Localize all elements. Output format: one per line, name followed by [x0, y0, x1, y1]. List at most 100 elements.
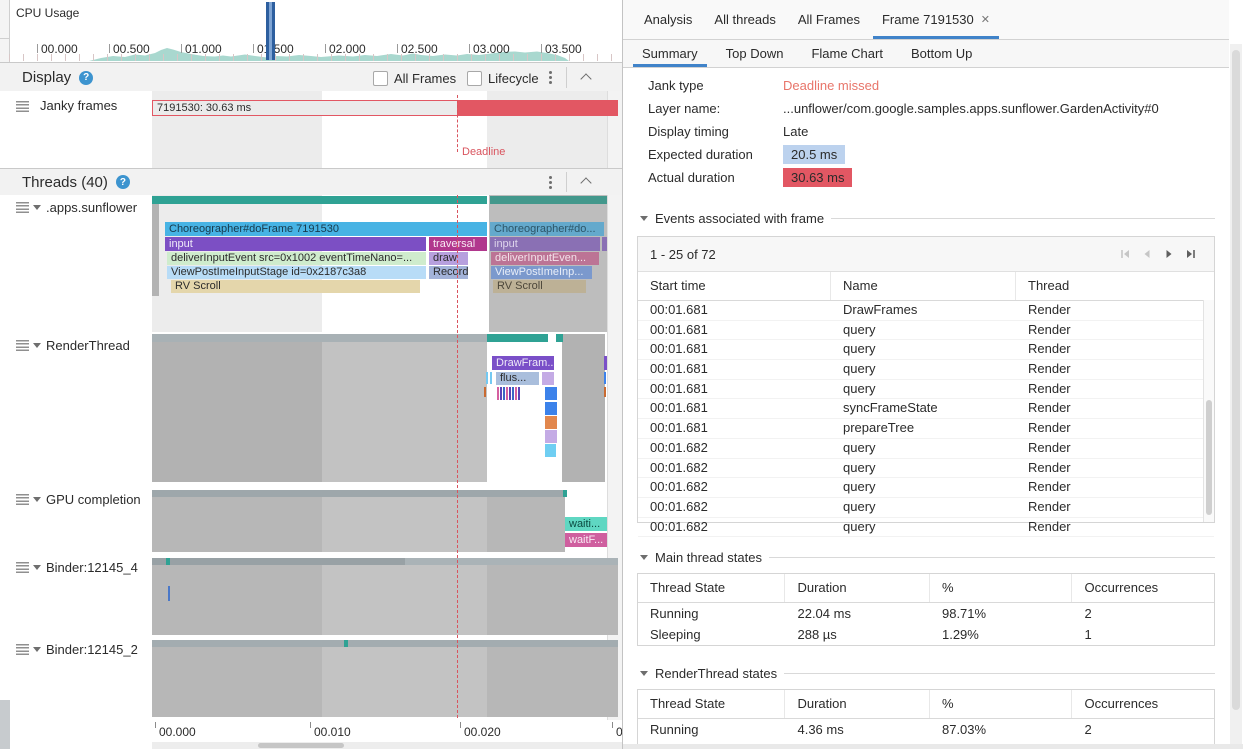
trace-event-block[interactable] — [545, 387, 557, 400]
table-row[interactable]: 00:01.681queryRender — [638, 340, 1214, 360]
column-header[interactable]: % — [930, 574, 1073, 602]
display-collapse-chevron-icon[interactable] — [580, 73, 591, 84]
previous-page-button[interactable] — [1136, 248, 1158, 260]
trace-event-doframe[interactable]: Choreographer#doFrame 7191530 — [165, 222, 487, 236]
trace-event-deliverinput-dim[interactable]: deliverInputEven... — [491, 252, 599, 265]
subtab-top-down[interactable]: Top Down — [715, 40, 795, 67]
display-more-options-icon[interactable] — [549, 71, 552, 84]
trace-event-deliverinput[interactable]: deliverInputEvent src=0x1002 eventTimeNa… — [167, 252, 426, 265]
scrollbar-thumb[interactable] — [258, 743, 344, 748]
trace-event-tick[interactable] — [484, 387, 486, 397]
all-frames-checkbox[interactable] — [373, 71, 388, 86]
track-grip-icon[interactable] — [16, 644, 29, 655]
trace-event-block[interactable] — [545, 402, 557, 415]
trace-event-block[interactable] — [545, 444, 556, 457]
track-grip-icon[interactable] — [16, 101, 29, 112]
expand-triangle-icon[interactable] — [33, 565, 41, 570]
help-icon[interactable]: ? — [116, 175, 130, 189]
table-row[interactable]: 00:01.681queryRender — [638, 321, 1214, 341]
table-row[interactable]: 00:01.682queryRender — [638, 518, 1214, 538]
main-states-section-header[interactable]: Main thread states — [640, 550, 1215, 565]
table-row[interactable]: Sleeping288 µs1.29%1 — [638, 624, 1214, 645]
trace-event-rvscroll[interactable]: RV Scroll — [171, 280, 420, 293]
trace-event-waiting[interactable]: waiti... — [565, 517, 607, 531]
janky-frame-bar[interactable]: 7191530: 30.63 ms — [152, 100, 457, 116]
render-states-section-header[interactable]: RenderThread states — [640, 666, 1215, 681]
trace-event-stripes[interactable] — [497, 387, 520, 400]
tab-frame-7191530[interactable]: Frame 7191530✕ — [871, 0, 1001, 39]
trace-event-tick[interactable] — [486, 372, 488, 384]
table-row[interactable]: 00:01.682queryRender — [638, 439, 1214, 459]
trace-event-draw[interactable]: draw — [429, 252, 468, 265]
table-row[interactable]: Running22.04 ms98.71%2 — [638, 603, 1214, 624]
janky-frame-overrun-bar[interactable] — [457, 100, 618, 116]
subtab-flame-chart[interactable]: Flame Chart — [800, 40, 894, 67]
tab-all-threads[interactable]: All threads — [703, 0, 786, 39]
next-page-button[interactable] — [1158, 248, 1180, 260]
column-header[interactable]: Thread — [1016, 272, 1196, 300]
trace-event-block[interactable] — [545, 416, 557, 429]
column-header[interactable]: % — [930, 690, 1073, 718]
track-grip-icon[interactable] — [16, 340, 29, 351]
threads-collapse-chevron-icon[interactable] — [580, 177, 591, 188]
events-section-header[interactable]: Events associated with frame — [640, 211, 1215, 226]
expand-triangle-icon[interactable] — [33, 497, 41, 502]
events-table-scrollbar[interactable] — [1203, 300, 1214, 522]
collapse-triangle-icon[interactable] — [640, 671, 648, 676]
column-header[interactable]: Thread State — [638, 690, 785, 718]
column-header[interactable]: Duration — [785, 690, 930, 718]
table-row[interactable]: 00:01.681prepareTreeRender — [638, 419, 1214, 439]
collapse-triangle-icon[interactable] — [640, 216, 648, 221]
trace-event-viewpostime-dim[interactable]: ViewPostImeInp... — [491, 266, 592, 279]
trace-event-block[interactable] — [542, 372, 554, 385]
table-row[interactable]: Running4.36 ms87.03%2 — [638, 719, 1214, 740]
track-grip-icon[interactable] — [16, 202, 29, 213]
trace-event-doframe-dim[interactable]: Choreographer#do... — [490, 222, 604, 236]
close-icon[interactable]: ✕ — [981, 13, 990, 26]
table-row[interactable]: 00:01.682queryRender — [638, 498, 1214, 518]
scrollbar-thumb[interactable] — [1206, 400, 1212, 515]
tab-all-frames[interactable]: All Frames — [787, 0, 871, 39]
trace-event-drawframes[interactable]: DrawFram... — [492, 356, 554, 370]
trace-event-record[interactable]: Record ... — [429, 266, 468, 279]
trace-event-sliver[interactable] — [604, 356, 607, 370]
table-row[interactable]: 00:01.681syncFrameStateRender — [638, 399, 1214, 419]
lifecycle-checkbox[interactable] — [467, 71, 482, 86]
column-header[interactable]: Start time — [638, 272, 831, 300]
trace-event-tick[interactable] — [490, 372, 492, 384]
tab-analysis[interactable]: Analysis — [633, 0, 703, 39]
expand-triangle-icon[interactable] — [33, 343, 41, 348]
horizontal-scrollbar[interactable] — [152, 742, 622, 749]
table-row[interactable]: 00:01.681DrawFramesRender — [638, 301, 1214, 321]
trace-event-flush[interactable]: flus... — [496, 372, 539, 385]
collapse-triangle-icon[interactable] — [640, 555, 648, 560]
trace-event-viewpostime[interactable]: ViewPostImeInputStage id=0x2187c3a8 — [167, 266, 426, 279]
timeline-selection-marker[interactable] — [266, 2, 275, 60]
track-grip-icon[interactable] — [16, 562, 29, 573]
trace-event-sliver[interactable] — [604, 372, 606, 384]
trace-event-sliver[interactable] — [602, 237, 607, 251]
help-icon[interactable]: ? — [79, 71, 93, 85]
track-grip-icon[interactable] — [16, 494, 29, 505]
last-page-button[interactable] — [1180, 248, 1202, 260]
trace-event-tick[interactable] — [604, 387, 606, 397]
column-header[interactable]: Name — [831, 272, 1016, 300]
first-page-button[interactable] — [1114, 248, 1136, 260]
expand-triangle-icon[interactable] — [33, 647, 41, 652]
subtab-summary[interactable]: Summary — [631, 40, 709, 67]
column-header[interactable]: Occurrences — [1072, 574, 1214, 602]
threads-more-options-icon[interactable] — [549, 176, 552, 189]
column-header[interactable]: Duration — [785, 574, 930, 602]
trace-event-traversal[interactable]: traversal — [429, 237, 487, 251]
table-row[interactable]: 00:01.682queryRender — [638, 459, 1214, 479]
trace-event-input[interactable]: input — [165, 237, 426, 251]
trace-event-input-dim[interactable]: input — [490, 237, 600, 251]
table-row[interactable]: 00:01.681queryRender — [638, 380, 1214, 400]
trace-event-tick[interactable] — [168, 586, 170, 601]
table-row[interactable]: 00:01.681queryRender — [638, 360, 1214, 380]
trace-event-rvscroll-dim[interactable]: RV Scroll — [493, 280, 586, 293]
panel-vertical-scrollbar[interactable] — [1230, 44, 1242, 744]
trace-event-waitfence[interactable]: waitF... — [565, 533, 607, 547]
trace-event-block[interactable] — [545, 430, 557, 443]
subtab-bottom-up[interactable]: Bottom Up — [900, 40, 983, 67]
